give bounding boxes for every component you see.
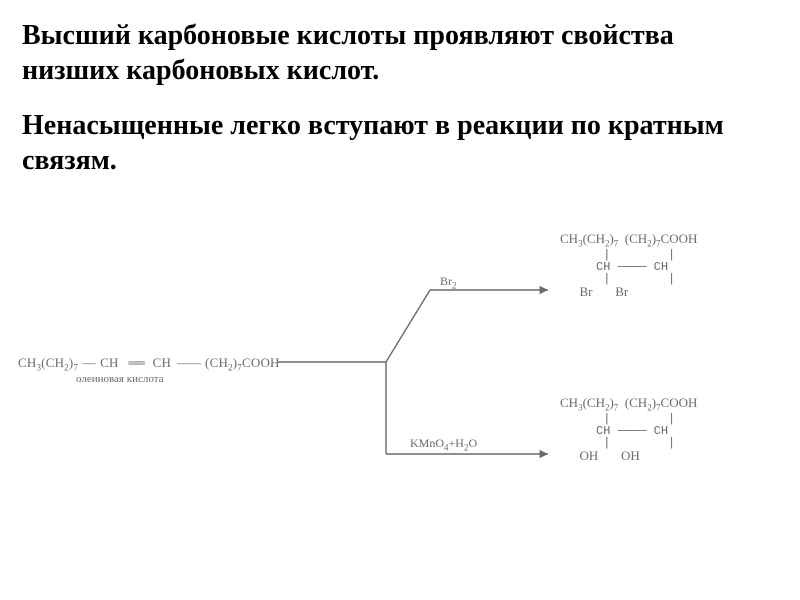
product-bottom: CH3(CH2)7 (CH2)7COOH | | CH ──── CH | | … [560, 396, 697, 462]
product-top-mid: CH ──── CH [560, 261, 697, 273]
reactant-formula: CH3(CH2)7—CH══CH——(CH2)7COOH [18, 355, 280, 373]
product-top-bonds-1: | | [560, 249, 697, 261]
product-top: CH3(CH2)7 (CH2)7COOH | | CH ──── CH | | … [560, 232, 697, 298]
chemistry-slide: Высший карбоновые кислоты проявляют свой… [0, 0, 800, 600]
product-bottom-substituents: OH OH [560, 449, 697, 462]
product-top-head: CH3(CH2)7 (CH2)7COOH [560, 232, 697, 249]
reactant-label: олеиновая кислота [76, 373, 164, 385]
product-bottom-mid: CH ──── CH [560, 425, 697, 437]
product-top-substituents: Br Br [560, 285, 697, 298]
product-top-bonds-2: | | [560, 273, 697, 285]
heading-1: Высший карбоновые кислоты проявляют свой… [22, 18, 722, 88]
product-bottom-head: CH3(CH2)7 (CH2)7COOH [560, 396, 697, 413]
reagent-top: Br2 [440, 274, 457, 290]
reagent-bottom: KMnO4+H2O [410, 436, 477, 452]
heading-2: Ненасыщенные легко вступают в реакции по… [22, 108, 762, 178]
product-bottom-bonds-2: | | [560, 437, 697, 449]
product-bottom-bonds-1: | | [560, 413, 697, 425]
